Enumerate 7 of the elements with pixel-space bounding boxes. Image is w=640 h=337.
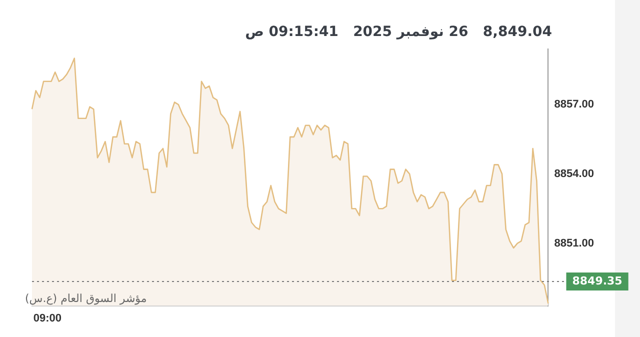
chart-title: 8,849.04 26 نوفمبر 2025 09:15:41 ص bbox=[245, 24, 552, 40]
y-tick-label: 8857.00 bbox=[554, 98, 594, 111]
x-tick-label: 09:00 bbox=[33, 312, 62, 324]
annotation: مؤشر السوق العام (ع.س) bbox=[25, 292, 147, 305]
y-tick-label: 8851.00 bbox=[554, 237, 594, 250]
y-tick-label: 8854.00 bbox=[554, 168, 594, 180]
ref-line-label: 8849.35 bbox=[572, 274, 622, 288]
